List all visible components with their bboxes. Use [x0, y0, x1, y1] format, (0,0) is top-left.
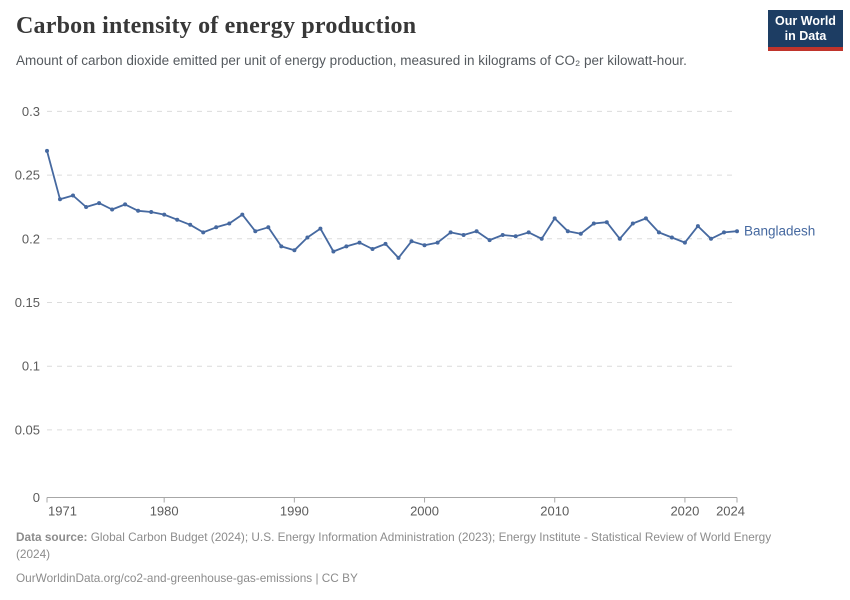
data-point: [331, 249, 336, 254]
data-point: [669, 235, 674, 240]
data-point: [722, 230, 726, 235]
y-tick-label: 0: [33, 490, 40, 505]
data-point: [71, 193, 75, 198]
data-point: [630, 221, 635, 226]
series-label-bangladesh: Bangladesh: [744, 224, 815, 239]
data-point: [409, 239, 414, 244]
data-point: [266, 225, 271, 230]
data-point: [735, 229, 739, 234]
data-point: [136, 208, 141, 213]
series-line-bangladesh: [46, 150, 738, 259]
data-point: [578, 231, 583, 236]
data-point: [123, 202, 128, 207]
y-tick-label: 0.05: [15, 422, 40, 437]
data-point: [305, 235, 310, 240]
data-point: [461, 233, 466, 237]
x-tick-label: 2000: [410, 504, 439, 519]
data-point: [487, 238, 492, 243]
y-tick-label: 0.2: [22, 231, 40, 246]
data-point: [318, 226, 323, 231]
y-tick-label: 0.1: [22, 359, 40, 374]
data-point: [188, 222, 193, 227]
data-point: [383, 241, 388, 246]
data-point: [435, 240, 440, 245]
data-point: [617, 236, 622, 241]
data-point: [344, 244, 349, 249]
data-point: [643, 216, 648, 221]
data-point: [539, 236, 544, 241]
data-point: [513, 234, 518, 239]
data-point: [110, 207, 115, 212]
data-point: [695, 224, 700, 229]
data-point: [448, 230, 453, 235]
x-tick-label: 2010: [540, 504, 569, 519]
x-tick-label: 2024: [716, 504, 745, 519]
data-point: [240, 212, 245, 217]
chart-subtitle: Amount of carbon dioxide emitted per uni…: [16, 53, 687, 68]
data-point: [253, 229, 258, 234]
data-point: [84, 205, 89, 209]
data-point: [709, 236, 713, 241]
data-point: [656, 230, 661, 235]
data-point: [227, 221, 232, 226]
chart-area: 0.3 0.25 0.2 0.15 0.1 0.05 0 1971 1980 1990 2000 20…: [0, 100, 850, 520]
owid-logo-line2: in Data: [784, 28, 827, 43]
data-point: [58, 197, 62, 202]
data-point: [591, 221, 596, 226]
data-point: [500, 233, 505, 237]
x-tick-label: 1990: [280, 504, 309, 519]
x-tick-label: 1971: [48, 504, 77, 519]
y-tick-label: 0.25: [15, 168, 40, 183]
data-point: [279, 244, 284, 249]
data-source-text: Global Carbon Budget (2024); U.S. Energy…: [16, 530, 772, 562]
data-point: [396, 255, 401, 260]
y-tick-label: 0.15: [15, 295, 40, 310]
data-point: [370, 247, 375, 251]
data-point: [175, 217, 180, 222]
line-chart: 0.3 0.25 0.2 0.15 0.1 0.05 0 1971 1980 1990 2000 20…: [15, 104, 816, 519]
citation-line: OurWorldinData.org/co2-and-greenhouse-ga…: [16, 571, 358, 586]
y-tick-label: 0.3: [22, 104, 40, 119]
data-point: [526, 230, 531, 235]
x-tick-label: 1980: [150, 504, 179, 519]
data-point: [162, 212, 167, 217]
x-tick-label: 2020: [670, 504, 699, 519]
data-point: [552, 216, 557, 221]
data-point: [422, 243, 427, 248]
data-point: [149, 210, 154, 214]
owid-logo-line1: Our World: [775, 14, 836, 29]
data-point: [604, 220, 609, 225]
data-point: [201, 230, 206, 235]
owid-logo: Our World in Data: [768, 10, 843, 51]
data-point: [474, 229, 479, 234]
data-point: [292, 248, 297, 253]
data-point: [357, 240, 362, 245]
chart-footer: Data source: Global Carbon Budget (2024)…: [16, 529, 806, 587]
data-point: [214, 225, 219, 230]
data-point: [97, 201, 102, 206]
data-source-line: Data source: Global Carbon Budget (2024)…: [16, 529, 806, 563]
data-source-label: Data source:: [16, 530, 88, 544]
page-title: Carbon intensity of energy production: [16, 13, 417, 39]
data-point: [45, 148, 49, 153]
data-point: [682, 240, 687, 245]
data-point: [565, 229, 570, 234]
